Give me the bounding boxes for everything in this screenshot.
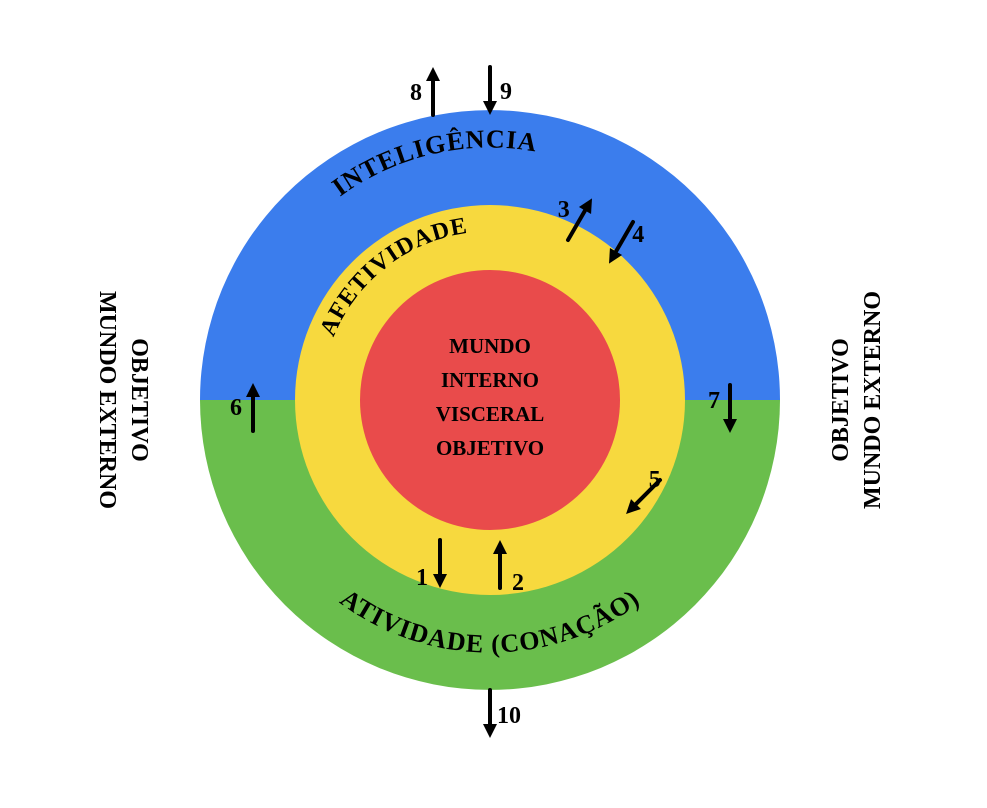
- arrow-label-7: 7: [708, 388, 720, 414]
- arrow-label-8: 8: [410, 80, 422, 106]
- arrow-label-2: 2: [512, 570, 524, 596]
- center-text-line-1: INTERNO: [441, 368, 539, 392]
- arrow-label-4: 4: [632, 222, 644, 248]
- side-label-right-line2: OBJETIVO: [828, 338, 854, 462]
- inner-circle: [360, 270, 620, 530]
- concentric-diagram: INTELIGÊNCIAATIVIDADE (CONAÇÃO)AFETIVIDA…: [0, 0, 987, 808]
- arrow-8: 8: [410, 67, 440, 115]
- side-label-left-line1: MUNDO EXTERNO: [94, 291, 120, 509]
- center-text-line-0: MUNDO: [449, 334, 531, 358]
- arrow-9: 9: [483, 67, 512, 115]
- arrow-label-9: 9: [500, 79, 512, 105]
- arrow-label-10: 10: [497, 703, 521, 729]
- arrow-label-3: 3: [558, 197, 570, 223]
- arrow-label-6: 6: [230, 395, 242, 421]
- side-label-left-line2: OBJETIVO: [126, 338, 152, 462]
- diagram-container: INTELIGÊNCIAATIVIDADE (CONAÇÃO)AFETIVIDA…: [0, 0, 987, 808]
- arrow-label-1: 1: [416, 565, 428, 591]
- center-text-line-3: OBJETIVO: [436, 436, 544, 460]
- center-text-line-2: VISCERAL: [436, 402, 545, 426]
- side-label-right-line1: MUNDO EXTERNO: [860, 291, 886, 509]
- arrow-label-5: 5: [649, 467, 661, 493]
- arrow-10: 10: [483, 690, 521, 738]
